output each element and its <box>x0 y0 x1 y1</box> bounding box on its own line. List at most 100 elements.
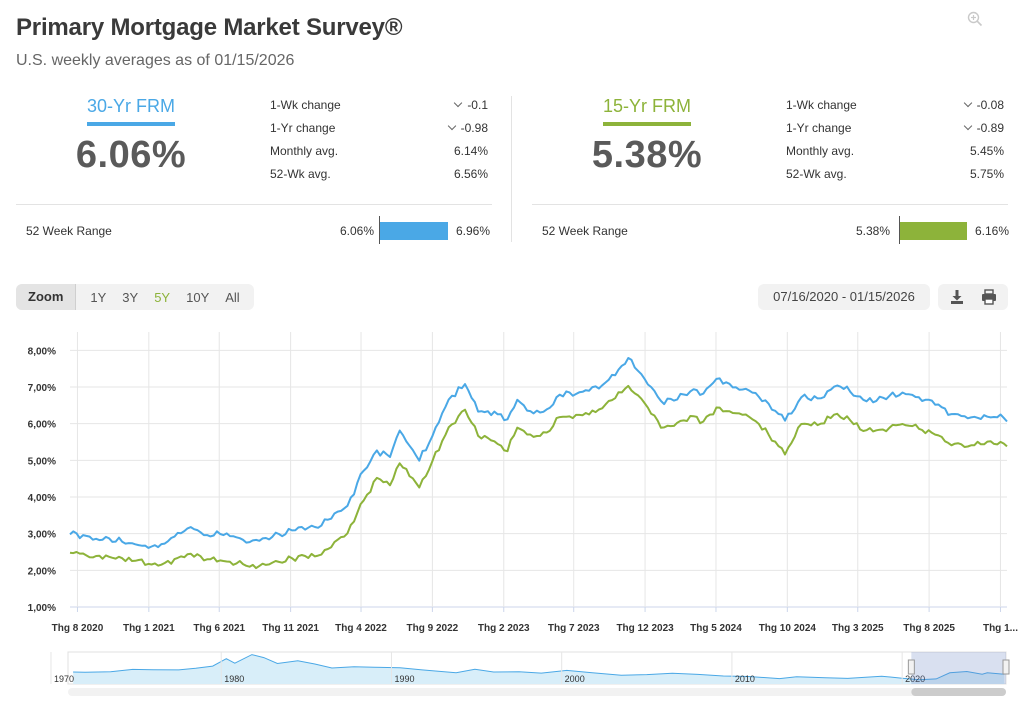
range-low: 6.06% <box>339 224 374 238</box>
x-tick-label: Thg 4 2022 <box>335 623 387 634</box>
zoom-controls: Zoom 1Y 3Y 5Y 10Y All <box>16 284 254 310</box>
stat-label: 52-Wk avg. <box>270 167 331 181</box>
zoom-in-icon[interactable] <box>966 10 984 28</box>
range-label: 52 Week Range <box>542 224 628 238</box>
stat-label: Monthly avg. <box>786 144 855 158</box>
chevron-down-icon <box>454 98 463 108</box>
stat-number: -0.1 <box>467 98 488 112</box>
zoom-button-group: 1Y 3Y 5Y 10Y All <box>76 290 253 305</box>
download-icon[interactable] <box>948 288 966 306</box>
zoom-button-10y[interactable]: 10Y <box>186 289 210 305</box>
x-tick-label: Thg 8 2025 <box>903 623 955 634</box>
range-low: 5.38% <box>855 224 890 238</box>
series-line-30yr <box>69 357 1008 549</box>
y-tick-label: 2,00% <box>28 566 56 577</box>
navigator-line <box>73 654 1005 681</box>
zoom-button-1y[interactable]: 1Y <box>90 289 107 305</box>
navigator-year-label: 2020 <box>905 674 925 684</box>
stat-label: Monthly avg. <box>270 144 339 158</box>
stat-row-monthly-avg: Monthly avg. 6.14% <box>270 144 488 167</box>
chevron-down-icon <box>963 121 972 131</box>
y-tick-label: 5,00% <box>28 456 56 467</box>
stat-label: 1-Wk change <box>786 98 857 112</box>
chevron-down-icon <box>963 98 972 108</box>
series-layer <box>69 357 1008 570</box>
zoom-label: Zoom <box>16 284 77 310</box>
stat-value: 6.14% <box>453 144 488 158</box>
stat-value: 5.45% <box>969 144 1004 158</box>
print-icon[interactable] <box>980 288 998 306</box>
navigator-selection <box>911 652 1006 684</box>
range-label: 52 Week Range <box>26 224 112 238</box>
stat-label: 52-Wk avg. <box>786 167 847 181</box>
page-title: Primary Mortgage Market Survey® <box>16 14 403 41</box>
stat-row-1yr-change: 1-Yr change -0.89 <box>786 121 1004 144</box>
navigator-layer: 1970 1980 1990 2000 2010 2020 <box>50 651 1010 696</box>
navigator-year-label: 1990 <box>394 674 414 684</box>
stat-number: -0.89 <box>976 121 1004 135</box>
rate-value-30yr: 6.06% <box>75 134 187 176</box>
range-bar-30yr <box>380 222 448 240</box>
range-high: 6.16% <box>975 224 1010 238</box>
x-tick-label: Thg 3 2025 <box>832 623 884 634</box>
y-tick-label: 7,00% <box>28 383 56 394</box>
rate-box-15yr: 15-Yr FRM 5.38% <box>572 96 722 177</box>
zoom-button-5y[interactable]: 5Y <box>154 289 171 305</box>
export-controls <box>938 284 1008 310</box>
stat-label: 1-Yr change <box>786 121 852 135</box>
stat-value: 5.75% <box>969 167 1004 181</box>
x-axis: Thg 8 2020 Thg 1 2021 Thg 6 2021 Thg 11 202… <box>52 332 1018 634</box>
stat-row-monthly-avg: Monthly avg. 5.45% <box>786 144 1004 167</box>
rate-panel-15yr: 15-Yr FRM 5.38% 1-Wk change -0.08 1-Yr c… <box>532 92 1010 244</box>
x-tick-label: Thg 6 2021 <box>193 623 245 634</box>
x-tick-label: Thg 9 2022 <box>407 623 459 634</box>
stats-15yr: 1-Wk change -0.08 1-Yr change -0.89 Mont… <box>786 98 1004 190</box>
divider <box>532 204 1008 205</box>
navigator-year-label: 1980 <box>224 674 244 684</box>
y-tick-label: 6,00% <box>28 420 56 431</box>
navigator-scrollbar-thumb <box>911 688 1006 696</box>
navigator-scrollbar-track <box>68 688 1006 696</box>
range-navigator[interactable]: 1970 1980 1990 2000 2010 2020 <box>0 648 1024 698</box>
stat-value: -0.89 <box>963 121 1004 135</box>
series-line-15yr <box>69 384 1008 570</box>
stat-row-1wk-change: 1-Wk change -0.08 <box>786 98 1004 121</box>
stats-30yr: 1-Wk change -0.1 1-Yr change -0.98 Month… <box>270 98 488 190</box>
chevron-down-icon <box>447 121 456 131</box>
rate-panel-30yr: 30-Yr FRM 6.06% 1-Wk change -0.1 1-Yr ch… <box>16 92 492 244</box>
y-tick-label: 8,00% <box>28 346 56 357</box>
stat-row-52wk-avg: 52-Wk avg. 6.56% <box>270 167 488 190</box>
rate-underline-30yr <box>87 122 175 126</box>
date-range-display[interactable]: 07/16/2020 - 01/15/2026 <box>758 284 930 310</box>
navigator-area <box>73 654 1005 684</box>
divider <box>16 204 492 205</box>
x-tick-label: Thg 10 2024 <box>759 623 817 634</box>
rate-box-30yr: 30-Yr FRM 6.06% <box>56 96 206 177</box>
x-tick-label: Thg 1 2021 <box>123 623 175 634</box>
stat-label: 1-Yr change <box>270 121 336 135</box>
x-tick-label: Thg 12 2023 <box>616 623 674 634</box>
zoom-button-3y[interactable]: 3Y <box>122 289 139 305</box>
rate-name-15yr: 15-Yr FRM <box>602 96 691 116</box>
x-tick-label: Thg 1... <box>983 623 1018 634</box>
mortgage-rate-chart[interactable]: 1,00% 2,00% 3,00% 4,00% 5,00% 6,00% 7,00% 8,00%… <box>0 320 1024 648</box>
y-tick-label: 4,00% <box>28 493 56 504</box>
grid-layer: 1,00% 2,00% 3,00% 4,00% 5,00% 6,00% 7,00% 8,00% <box>28 332 1007 614</box>
stat-value: -0.98 <box>447 121 488 135</box>
navigator-year-label: 1970 <box>54 674 74 684</box>
x-tick-label: Thg 7 2023 <box>548 623 600 634</box>
range-tick <box>899 216 900 244</box>
navigator-year-label: 2010 <box>735 674 755 684</box>
rate-name-30yr: 30-Yr FRM <box>86 96 175 116</box>
plot-area <box>70 332 1007 607</box>
stat-row-52wk-avg: 52-Wk avg. 5.75% <box>786 167 1004 190</box>
stat-value: -0.1 <box>454 98 488 112</box>
stat-label: 1-Wk change <box>270 98 341 112</box>
navigator-year-label: 2000 <box>565 674 585 684</box>
zoom-button-all[interactable]: All <box>225 289 240 305</box>
x-tick-label: Thg 2 2023 <box>478 623 530 634</box>
stat-number: -0.98 <box>460 121 488 135</box>
x-tick-label: Thg 11 2021 <box>262 623 319 634</box>
y-tick-label: 3,00% <box>28 530 56 541</box>
rate-underline-15yr <box>603 122 691 126</box>
